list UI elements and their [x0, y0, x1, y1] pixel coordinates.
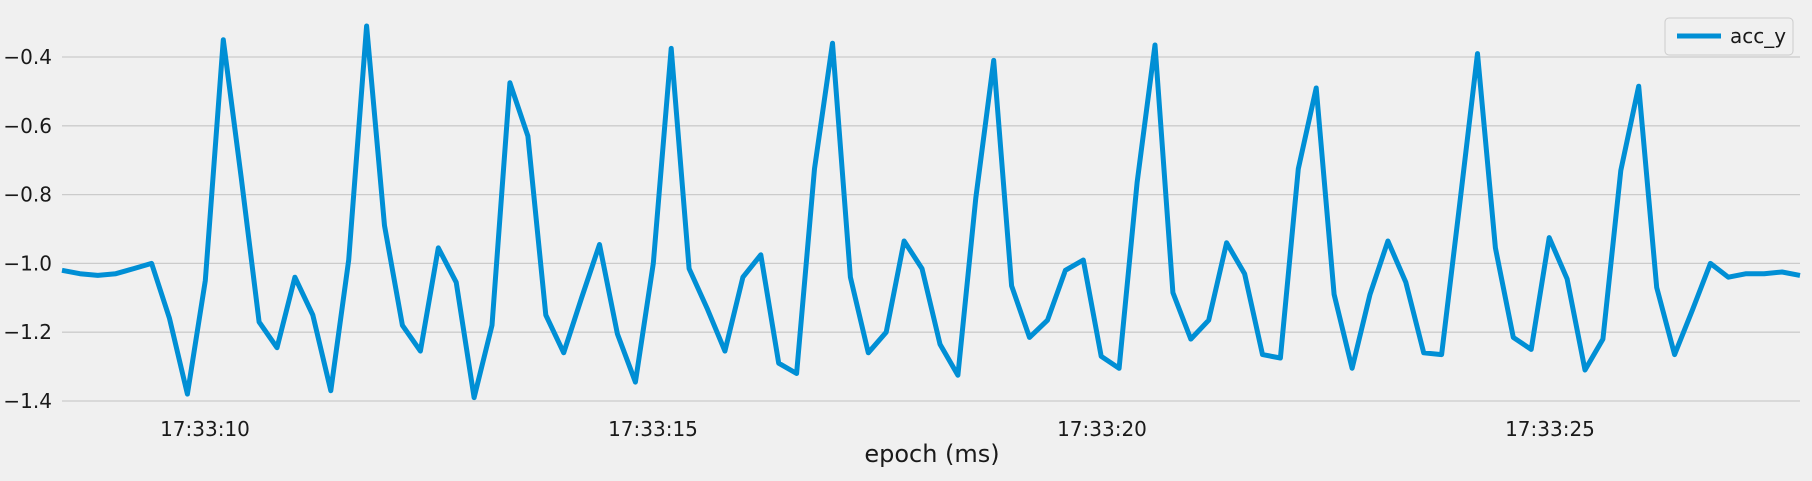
x-tick-label: 17:33:25 — [1505, 417, 1595, 441]
series-line-acc_y — [61, 23, 1801, 401]
y-tick-label: −1.0 — [3, 251, 52, 275]
series-layer — [61, 23, 1801, 401]
x-tick-label: 17:33:15 — [608, 417, 698, 441]
y-tick-label: −1.2 — [3, 320, 52, 344]
legend-label: acc_y — [1730, 24, 1786, 48]
y-tick-label: −1.4 — [3, 389, 52, 413]
x-tick-label: 17:33:20 — [1057, 417, 1147, 441]
y-tick-label: −0.8 — [3, 183, 52, 207]
y-tick-label: −0.4 — [3, 45, 52, 69]
y-axis-ticks: −1.4 −1.2 −1.0 −0.8 −0.6 −0.4 — [3, 45, 52, 413]
x-tick-label: 17:33:10 — [160, 417, 250, 441]
y-tick-label: −0.6 — [3, 114, 52, 138]
legend: acc_y — [1664, 17, 1794, 56]
x-axis-ticks: 17:33:10 17:33:15 17:33:20 17:33:25 — [160, 417, 1595, 441]
legend-box — [1664, 17, 1794, 56]
x-axis-label: epoch (ms) — [864, 440, 999, 468]
